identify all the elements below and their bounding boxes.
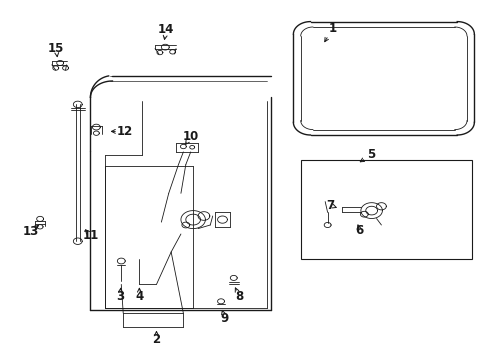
Text: 8: 8 [235, 291, 243, 303]
Text: 5: 5 [367, 148, 375, 161]
Text: 10: 10 [182, 130, 199, 143]
Text: 3: 3 [116, 291, 123, 303]
Text: 11: 11 [82, 229, 99, 242]
Text: 12: 12 [116, 125, 133, 138]
Text: 9: 9 [221, 312, 228, 325]
Text: 1: 1 [328, 22, 336, 35]
Text: 14: 14 [158, 23, 174, 36]
Text: 15: 15 [48, 42, 64, 55]
Text: 7: 7 [325, 199, 333, 212]
Text: 2: 2 [152, 333, 160, 346]
Text: 6: 6 [355, 224, 363, 237]
Bar [300, 160, 471, 259]
Text: 13: 13 [22, 225, 39, 238]
Text: 4: 4 [135, 291, 143, 303]
